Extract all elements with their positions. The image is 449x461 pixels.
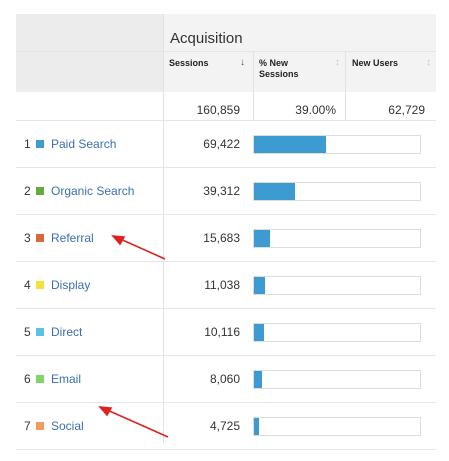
row-source-link[interactable]: Display [51,277,91,292]
row-number: 1 [24,136,31,151]
sessions-bar-track [253,181,421,201]
sessions-bar-fill [254,135,326,153]
total-sessions: 160,859 [196,103,240,117]
row-sessions-value: 8,060 [209,371,240,386]
legend-swatch-icon [36,233,44,242]
row-sessions-value: 69,422 [203,136,240,151]
dimension-header-cell [16,14,163,92]
sort-icon[interactable]: ↕ [335,57,340,68]
sessions-bar-fill [254,370,262,388]
row-number: 6 [24,371,31,386]
column-header-new-users[interactable]: New Users [352,58,399,68]
row-divider [16,449,436,450]
arrowhead-icon [111,235,126,246]
sessions-bar-fill [254,417,259,435]
row-number: 2 [24,183,31,198]
sessions-bar-track [253,322,421,342]
column-header-sessions[interactable]: Sessions [169,58,209,68]
row-divider [16,214,436,215]
legend-swatch-icon [36,280,44,289]
row-source-link[interactable]: Paid Search [51,136,117,151]
sessions-bar-track [253,369,421,389]
sessions-bar-fill [254,182,295,200]
arrow-to-social [104,408,169,438]
row-number: 3 [24,230,31,245]
row-sessions-value: 39,312 [203,183,240,198]
sessions-bar-fill [254,323,264,341]
sort-icon[interactable]: ↕ [426,57,431,68]
column-header-percent-new-sessions[interactable]: % New Sessions [259,58,299,79]
legend-swatch-icon [36,374,44,383]
legend-swatch-icon [36,327,44,336]
total-percent-new-sessions: 39.00% [295,103,336,117]
legend-swatch-icon [36,186,44,195]
row-source-link[interactable]: Referral [51,230,94,245]
legend-swatch-icon [36,421,44,430]
row-sessions-value: 4,725 [209,418,240,433]
total-new-users: 62,729 [388,103,425,117]
row-number: 7 [24,418,31,433]
row-divider [16,261,436,262]
sessions-bar-fill [254,229,270,247]
row-divider [16,120,436,121]
row-number: 4 [24,277,31,292]
group-title-acquisition: Acquisition [170,30,243,47]
legend-swatch-icon [36,139,44,148]
row-source-link[interactable]: Organic Search [51,183,135,198]
row-sessions-value: 11,038 [204,277,240,292]
row-divider [16,355,436,356]
sessions-bar-fill [254,276,265,294]
arrowhead-icon [98,406,113,417]
row-sessions-value: 10,116 [204,324,240,339]
row-source-link[interactable]: Email [51,371,82,386]
row-sessions-value: 15,683 [203,230,240,245]
row-divider [16,308,436,309]
sessions-bar-track [253,275,421,295]
column-divider [345,51,346,120]
sessions-bar-track [253,228,421,248]
row-divider [16,402,436,403]
row-source-link[interactable]: Social [51,418,84,433]
header-divider [16,51,436,52]
sort-descending-icon[interactable]: ↓ [240,57,245,68]
column-divider [163,14,164,444]
row-divider [16,167,436,168]
row-number: 5 [24,324,31,339]
row-source-link[interactable]: Direct [51,324,83,339]
arrow-to-referral [117,237,166,260]
sessions-bar-track [253,134,421,154]
sessions-bar-track [253,416,421,436]
column-divider [253,51,254,120]
